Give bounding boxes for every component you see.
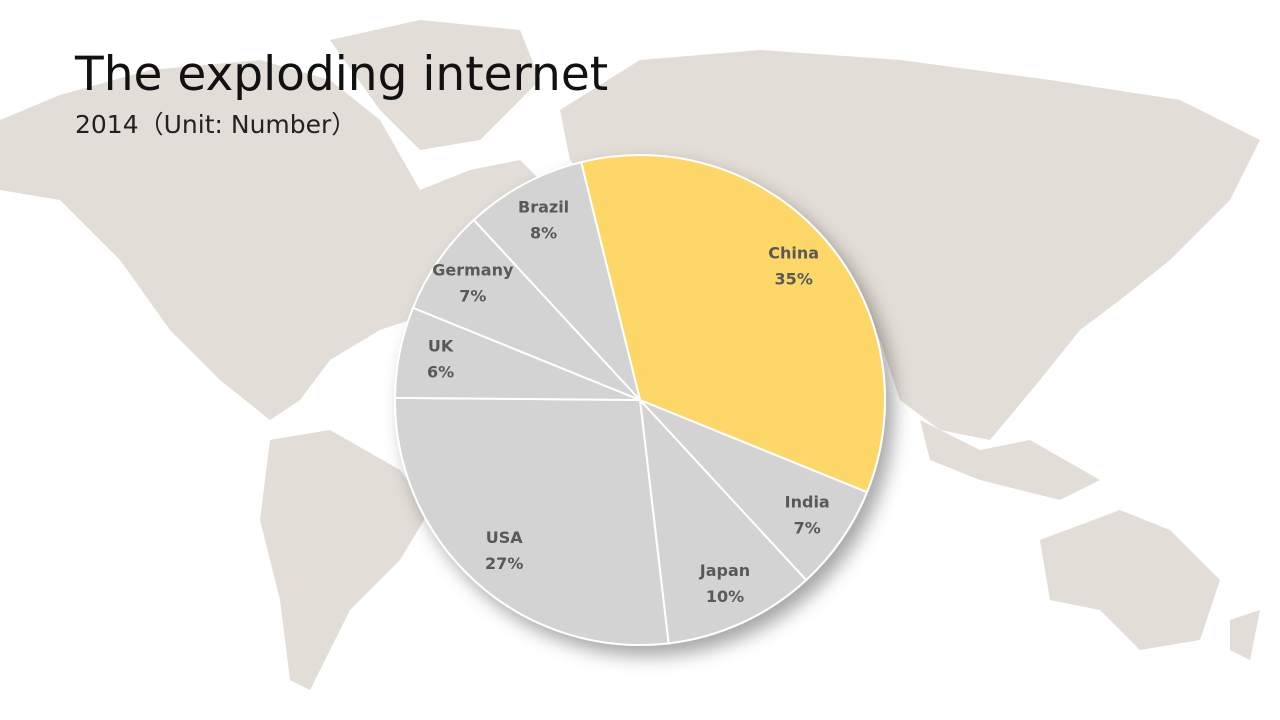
pie-slice — [638, 397, 808, 645]
chart-subtitle: 2014（Unit: Number） — [75, 110, 356, 139]
slice-category-label: China — [768, 243, 819, 262]
slice-value-label: 27% — [485, 554, 523, 573]
pie — [394, 154, 886, 646]
slice-category-label: Germany — [432, 261, 514, 280]
slice-category-label: Brazil — [518, 197, 569, 216]
slice-value-label: 6% — [427, 363, 454, 382]
world-map — [0, 20, 1260, 690]
slice-category-label: UK — [428, 337, 454, 356]
slice-category-label: Japan — [699, 561, 750, 580]
slice-value-label: 10% — [706, 587, 744, 606]
pie-slice — [411, 218, 641, 401]
slice-category-label: India — [785, 492, 830, 511]
pie-labels: China 35% India 7% Japan 10% USA 27% UK 6% Germany… — [427, 197, 830, 606]
slice-value-label: 7% — [459, 287, 486, 306]
slice-value-label: 8% — [530, 223, 557, 242]
pie-slice — [639, 399, 869, 582]
pie-slice — [579, 154, 886, 494]
pie-slice — [394, 396, 670, 646]
pie-slice — [472, 160, 641, 401]
slice-value-label: 35% — [775, 269, 813, 288]
slice-category-label: USA — [486, 528, 524, 547]
chart-title: The exploding internet — [74, 47, 608, 102]
slice-value-label: 7% — [794, 518, 821, 537]
